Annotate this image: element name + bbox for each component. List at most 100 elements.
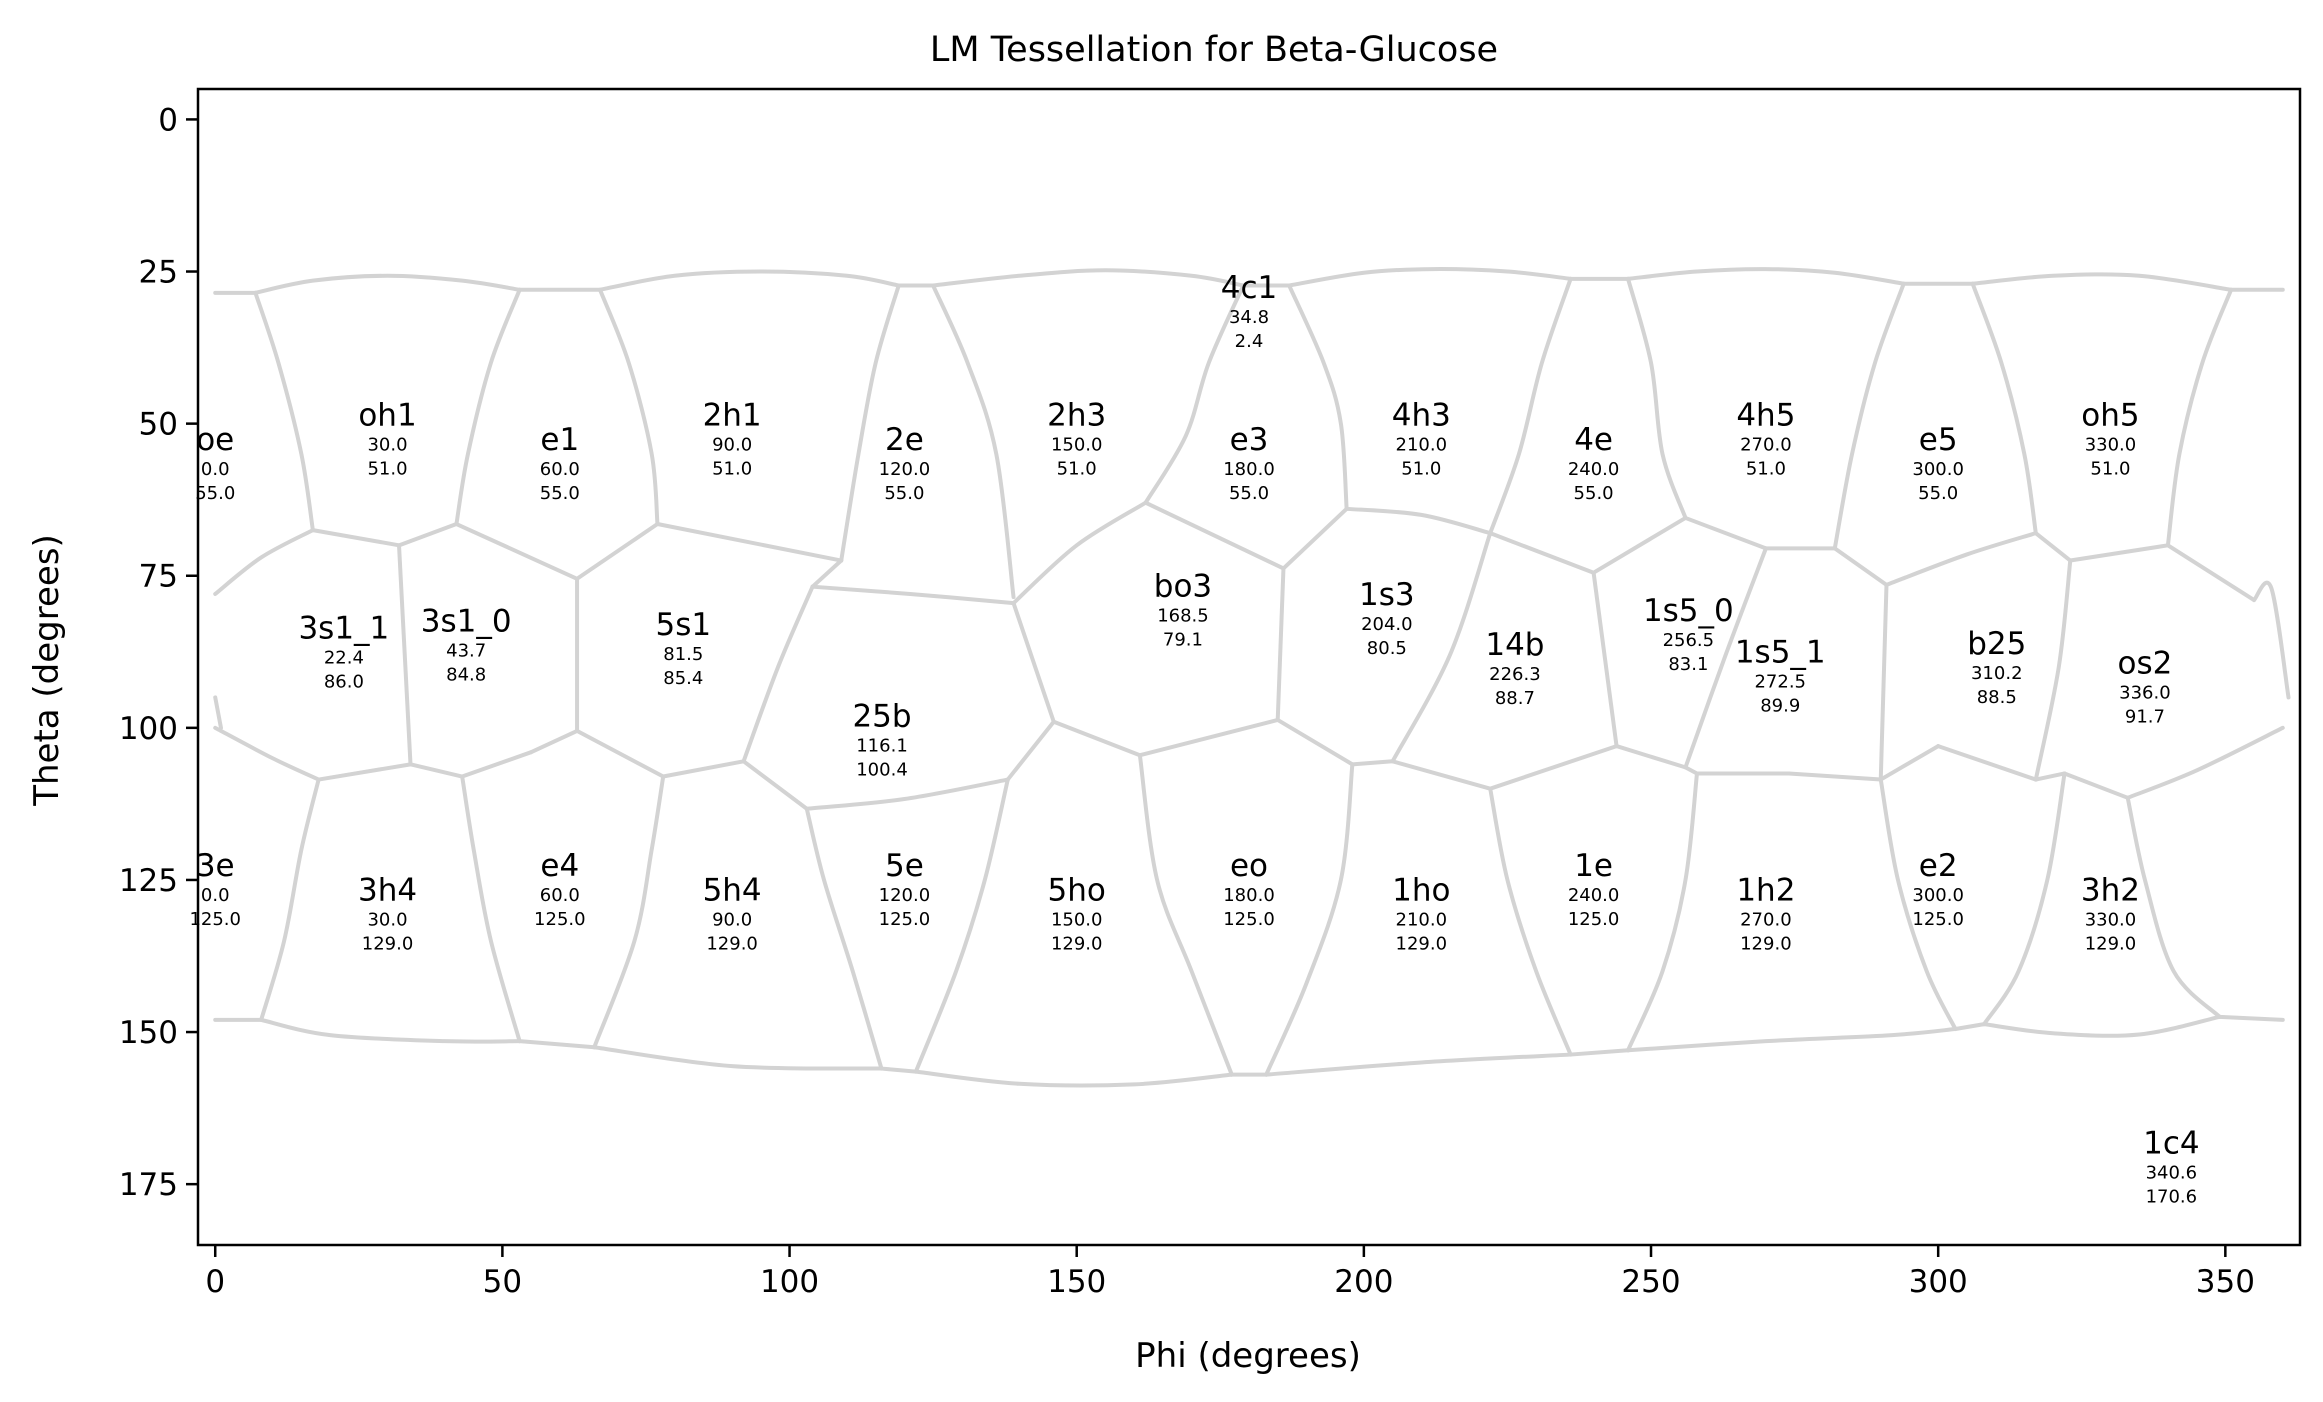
tessellation-edge (1488, 531, 1596, 575)
tessellation-edge (598, 269, 901, 292)
point-phi: 330.0 (2085, 909, 2137, 930)
point-name: oh5 (2081, 398, 2139, 434)
point-phi: 90.0 (712, 909, 752, 930)
point-name: eo (1230, 848, 1268, 884)
point-name: e3 (1230, 422, 1269, 458)
tessellation-edge (1626, 267, 1906, 286)
point-phi: 210.0 (1396, 909, 1448, 930)
tessellation-edge (1878, 582, 1889, 782)
point-label-3s1_1: 3s1_122.4 86.0 (298, 611, 389, 693)
point-name: os2 (2118, 645, 2173, 681)
point-phi: 256.5 (1663, 630, 1715, 651)
point-name: 1s5_1 (1735, 634, 1826, 670)
point-phi: 180.0 (1223, 459, 1275, 480)
tessellation-edge (1275, 566, 1286, 722)
point-phi: 340.6 (2146, 1162, 2198, 1183)
point-phi: 90.0 (712, 435, 752, 456)
point-theta: 55.0 (884, 483, 924, 504)
tessellation-edge (810, 558, 844, 589)
point-theta: 129.0 (362, 933, 414, 954)
tessellation-edge (661, 759, 746, 779)
tessellation-edge (1832, 546, 1889, 587)
tessellation-edge (1683, 765, 1699, 776)
point-name: e4 (540, 848, 579, 884)
x-tick-label: 150 (1047, 1264, 1106, 1300)
point-theta: 51.0 (1401, 459, 1441, 480)
point-labels: 4c134.82.4oe0.055.0oh130.051.0e160.055.0… (189, 270, 2199, 1207)
point-name: 1c4 (2143, 1125, 2200, 1161)
tessellation-edge (1264, 1052, 1573, 1077)
tessellation-edge (213, 528, 315, 596)
point-theta: 100.4 (856, 759, 908, 780)
y-tick-label: 100 (119, 711, 178, 747)
point-theta: 129.0 (706, 933, 758, 954)
point-phi: 81.5 (663, 644, 703, 665)
tessellation-edge (1287, 283, 1349, 511)
tessellation-edge (1683, 546, 1768, 770)
x-tick-label: 250 (1621, 1264, 1680, 1300)
point-phi: 116.1 (856, 735, 908, 756)
tessellation-edge (213, 695, 223, 730)
point-name: 1s3 (1359, 577, 1415, 613)
tessellation-edge (598, 287, 660, 527)
point-name: 1s5_0 (1643, 593, 1734, 629)
tessellation-edge (1137, 753, 1234, 1077)
tessellation-edge (2165, 543, 2257, 603)
tessellation-edge (931, 268, 1246, 288)
point-theta: 85.4 (663, 668, 703, 689)
point-phi: 120.0 (879, 885, 931, 906)
point-phi: 43.7 (446, 640, 486, 661)
tessellation-edge (1137, 717, 1280, 758)
tessellation-edge (213, 725, 321, 782)
tessellation-edge (655, 522, 844, 563)
point-phi: 168.5 (1157, 606, 1209, 627)
point-theta: 55.0 (1229, 483, 1269, 504)
tessellation-edge (1626, 771, 1699, 1053)
point-label-3s1_0: 3s1_043.7 84.8 (421, 603, 512, 685)
tessellation-edge (2125, 795, 2222, 1019)
tessellation-edge (1281, 506, 1349, 571)
y-tick-label: 125 (119, 863, 178, 899)
point-theta: 125.0 (1223, 909, 1275, 930)
x-tick-label: 0 (205, 1264, 225, 1300)
tessellation-edge (839, 283, 901, 563)
tessellation-edge (460, 774, 522, 1044)
point-theta: 55.0 (1574, 483, 1614, 504)
tessellation-edge (1011, 601, 1056, 724)
point-theta: 129.0 (1396, 933, 1448, 954)
tessellation-edge (1591, 515, 1688, 575)
point-name: e2 (1919, 848, 1958, 884)
tessellation-edge (259, 1017, 522, 1044)
tessellation-edge (931, 283, 1016, 600)
tessellation-edge (1614, 744, 1688, 770)
point-theta: 51.0 (2090, 459, 2130, 480)
tessellation-edge (253, 290, 315, 533)
tessellation-edge (2125, 725, 2285, 800)
point-name: 14b (1485, 627, 1544, 663)
y-tick-label: 0 (158, 102, 178, 138)
tessellation-edge (1344, 506, 1493, 536)
tessellation-edge (1390, 531, 1493, 764)
point-theta: 91.7 (2125, 706, 2165, 727)
point-name: 2e (885, 422, 924, 458)
point-theta: 80.5 (1367, 638, 1407, 659)
point-theta: 79.1 (1163, 630, 1203, 651)
tessellation-edge (1488, 786, 1573, 1057)
point-phi: 0.0 (201, 459, 230, 480)
point-phi: 310.2 (1971, 663, 2023, 684)
point-name: 4h3 (1392, 398, 1451, 434)
tessellation-edge (517, 1039, 597, 1050)
point-phi: 150.0 (1051, 435, 1103, 456)
tessellation-edge (1488, 744, 1619, 791)
tessellation-edge (1005, 719, 1056, 782)
point-phi: 34.8 (1229, 307, 1269, 328)
x-tick-label: 200 (1334, 1264, 1393, 1300)
